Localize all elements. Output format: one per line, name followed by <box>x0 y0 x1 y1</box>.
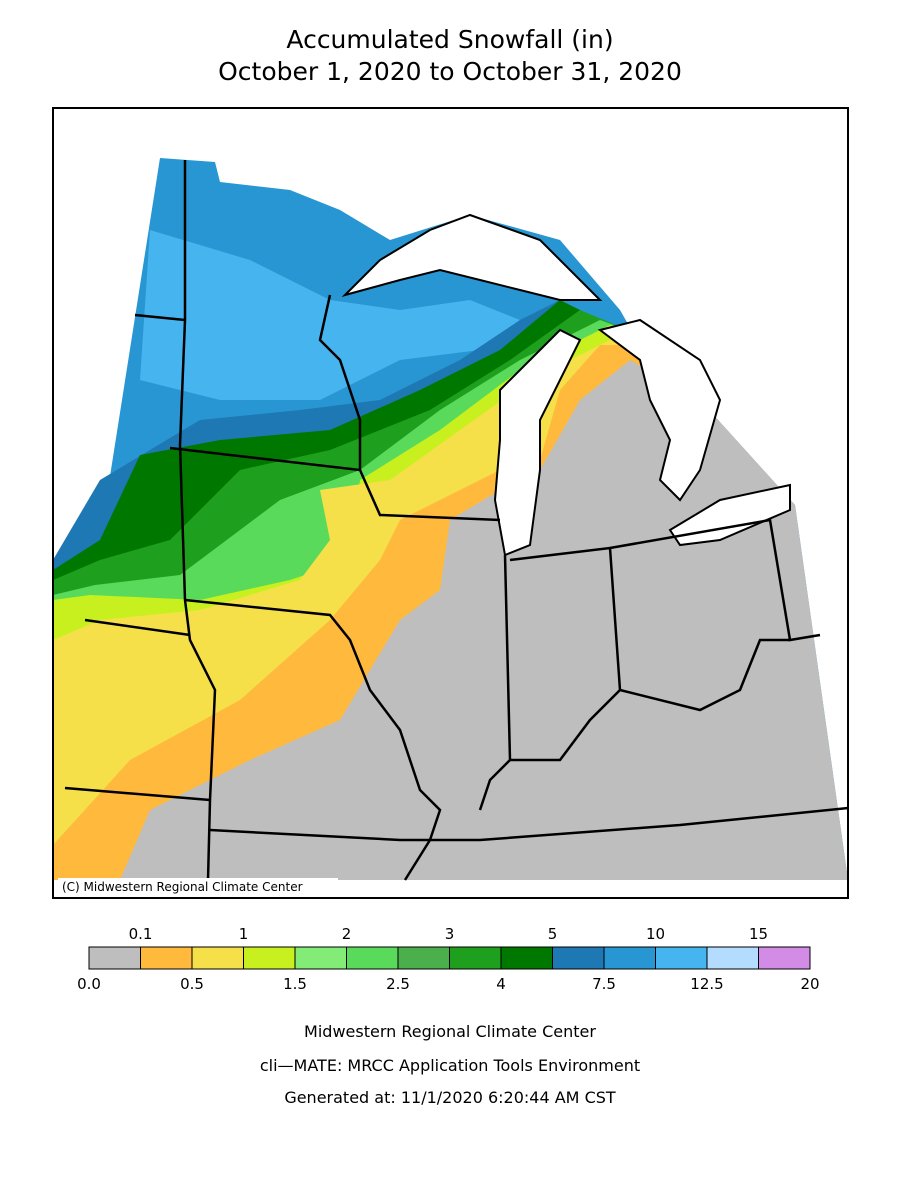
border <box>509 546 622 762</box>
legend-swatch <box>397 946 450 970</box>
legend-swatch <box>655 946 708 970</box>
copyright: (C) Midwestern Regional Climate Center <box>62 880 303 894</box>
border <box>609 518 821 642</box>
snow-region <box>140 230 520 400</box>
snow-region <box>120 360 847 880</box>
border <box>478 554 512 811</box>
legend-swatch <box>603 946 656 970</box>
legend-label: 4 <box>496 975 506 993</box>
legend-label: 2 <box>342 925 352 943</box>
legend-label: 3 <box>445 925 455 943</box>
map <box>54 158 847 881</box>
legend-label: 20 <box>800 975 819 993</box>
map-frame <box>52 107 849 899</box>
legend-label: 15 <box>749 925 768 943</box>
legend-swatch <box>758 946 811 970</box>
legend-label: 12.5 <box>690 975 723 993</box>
border <box>134 313 186 322</box>
border <box>84 618 191 637</box>
legend-swatch <box>552 946 605 970</box>
title-line: Accumulated Snowfall (in) <box>286 25 613 54</box>
legend: 0.0 0.1 0.5 1 1.5 2 2.5 3 4 5 7.5 10 12.5 15 20 <box>77 925 819 993</box>
legend-swatch <box>294 946 347 970</box>
legend-label: 2.5 <box>386 975 410 993</box>
lake-huron <box>597 318 722 502</box>
legend-swatch <box>191 946 244 970</box>
footer-line: Generated at: 11/1/2020 6:20:44 AM CST <box>284 1088 616 1107</box>
border <box>178 160 217 881</box>
legend-label: 0.5 <box>180 975 204 993</box>
border <box>619 638 790 712</box>
legend-label: 0.1 <box>129 925 153 943</box>
legend-swatch <box>449 946 502 970</box>
legend-swatch <box>346 946 399 970</box>
border <box>184 598 442 881</box>
copyright-bg <box>58 878 338 896</box>
legend-label: 5 <box>548 925 558 943</box>
lakes <box>341 213 791 557</box>
border <box>64 786 211 802</box>
legend-label: 1.5 <box>283 975 307 993</box>
legend-label: 10 <box>646 925 665 943</box>
lake-superior <box>341 213 603 301</box>
border <box>318 294 362 470</box>
footer-line: cli—MATE: MRCC Application Tools Environ… <box>260 1056 640 1075</box>
legend-swatch <box>140 946 193 970</box>
legend-label: 0.0 <box>77 975 101 993</box>
footer-line: Midwestern Regional Climate Center <box>304 1022 596 1041</box>
border <box>209 806 847 842</box>
legend-swatch <box>88 946 141 970</box>
legend-label: 1 <box>239 925 249 943</box>
legend-label: 7.5 <box>592 975 616 993</box>
state-borders <box>64 160 847 881</box>
title-line: October 1, 2020 to October 31, 2020 <box>218 57 682 86</box>
legend-swatch <box>500 946 553 970</box>
legend-swatch <box>243 946 296 970</box>
legend-swatch <box>706 946 759 970</box>
border <box>169 446 501 522</box>
lake-erie <box>668 483 791 547</box>
lake-michigan <box>493 328 582 557</box>
